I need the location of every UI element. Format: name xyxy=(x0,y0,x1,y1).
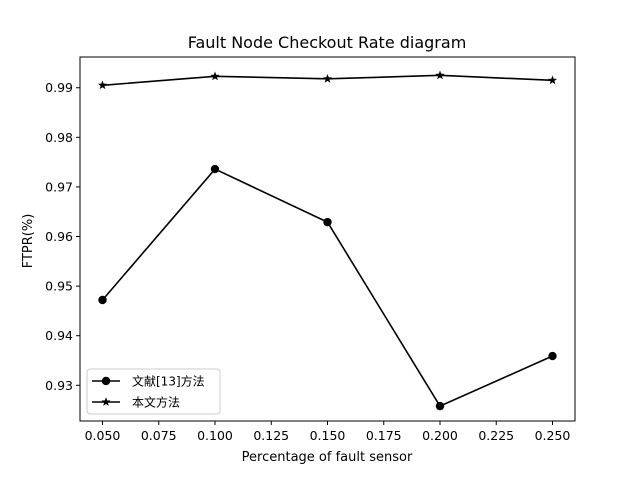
y-tick-label: 0.98 xyxy=(45,130,73,145)
y-tick-label: 0.95 xyxy=(45,279,73,294)
legend-label: 文献[13]方法 xyxy=(132,374,205,389)
x-tick-label: 0.100 xyxy=(197,428,233,443)
data-point xyxy=(323,217,332,227)
y-axis-label: FTPR(%) xyxy=(21,214,36,269)
data-point xyxy=(97,80,108,90)
y-tick-label: 0.97 xyxy=(45,179,73,194)
legend-marker xyxy=(101,397,111,406)
plot-area xyxy=(97,70,558,411)
x-axis: 0.050 0.075 0.100 0.125 0.150 0.175 0.200 0.225… xyxy=(85,421,571,443)
data-point xyxy=(322,74,333,83)
x-tick-label: 0.175 xyxy=(366,428,402,443)
data-point xyxy=(435,401,445,411)
x-tick-label: 0.225 xyxy=(478,428,514,443)
data-point xyxy=(435,70,445,80)
x-tick-label: 0.150 xyxy=(310,428,346,443)
x-tick-label: 0.200 xyxy=(422,428,458,443)
x-axis-label: Percentage of fault sensor xyxy=(242,450,413,465)
y-axis: 0.93 0.94 0.95 0.96 0.97 0.98 0.99 xyxy=(45,80,80,393)
legend-box xyxy=(86,368,221,415)
x-tick-label: 0.250 xyxy=(535,428,571,443)
data-point xyxy=(548,351,557,361)
data-point xyxy=(210,164,220,174)
x-tick-label: 0.050 xyxy=(85,428,121,443)
y-tick-label: 0.96 xyxy=(45,229,73,244)
chart-title: Fault Node Checkout Rate diagram xyxy=(188,33,467,52)
data-point xyxy=(98,295,107,305)
y-tick-label: 0.99 xyxy=(45,80,73,95)
y-tick-label: 0.93 xyxy=(45,378,73,393)
x-tick-label: 0.075 xyxy=(141,428,177,443)
legend-marker xyxy=(101,376,111,386)
data-point xyxy=(547,75,558,85)
data-point xyxy=(210,71,220,81)
legend-label: 本文方法 xyxy=(132,395,180,410)
y-tick-label: 0.94 xyxy=(45,328,73,343)
x-tick-label: 0.125 xyxy=(253,428,289,443)
